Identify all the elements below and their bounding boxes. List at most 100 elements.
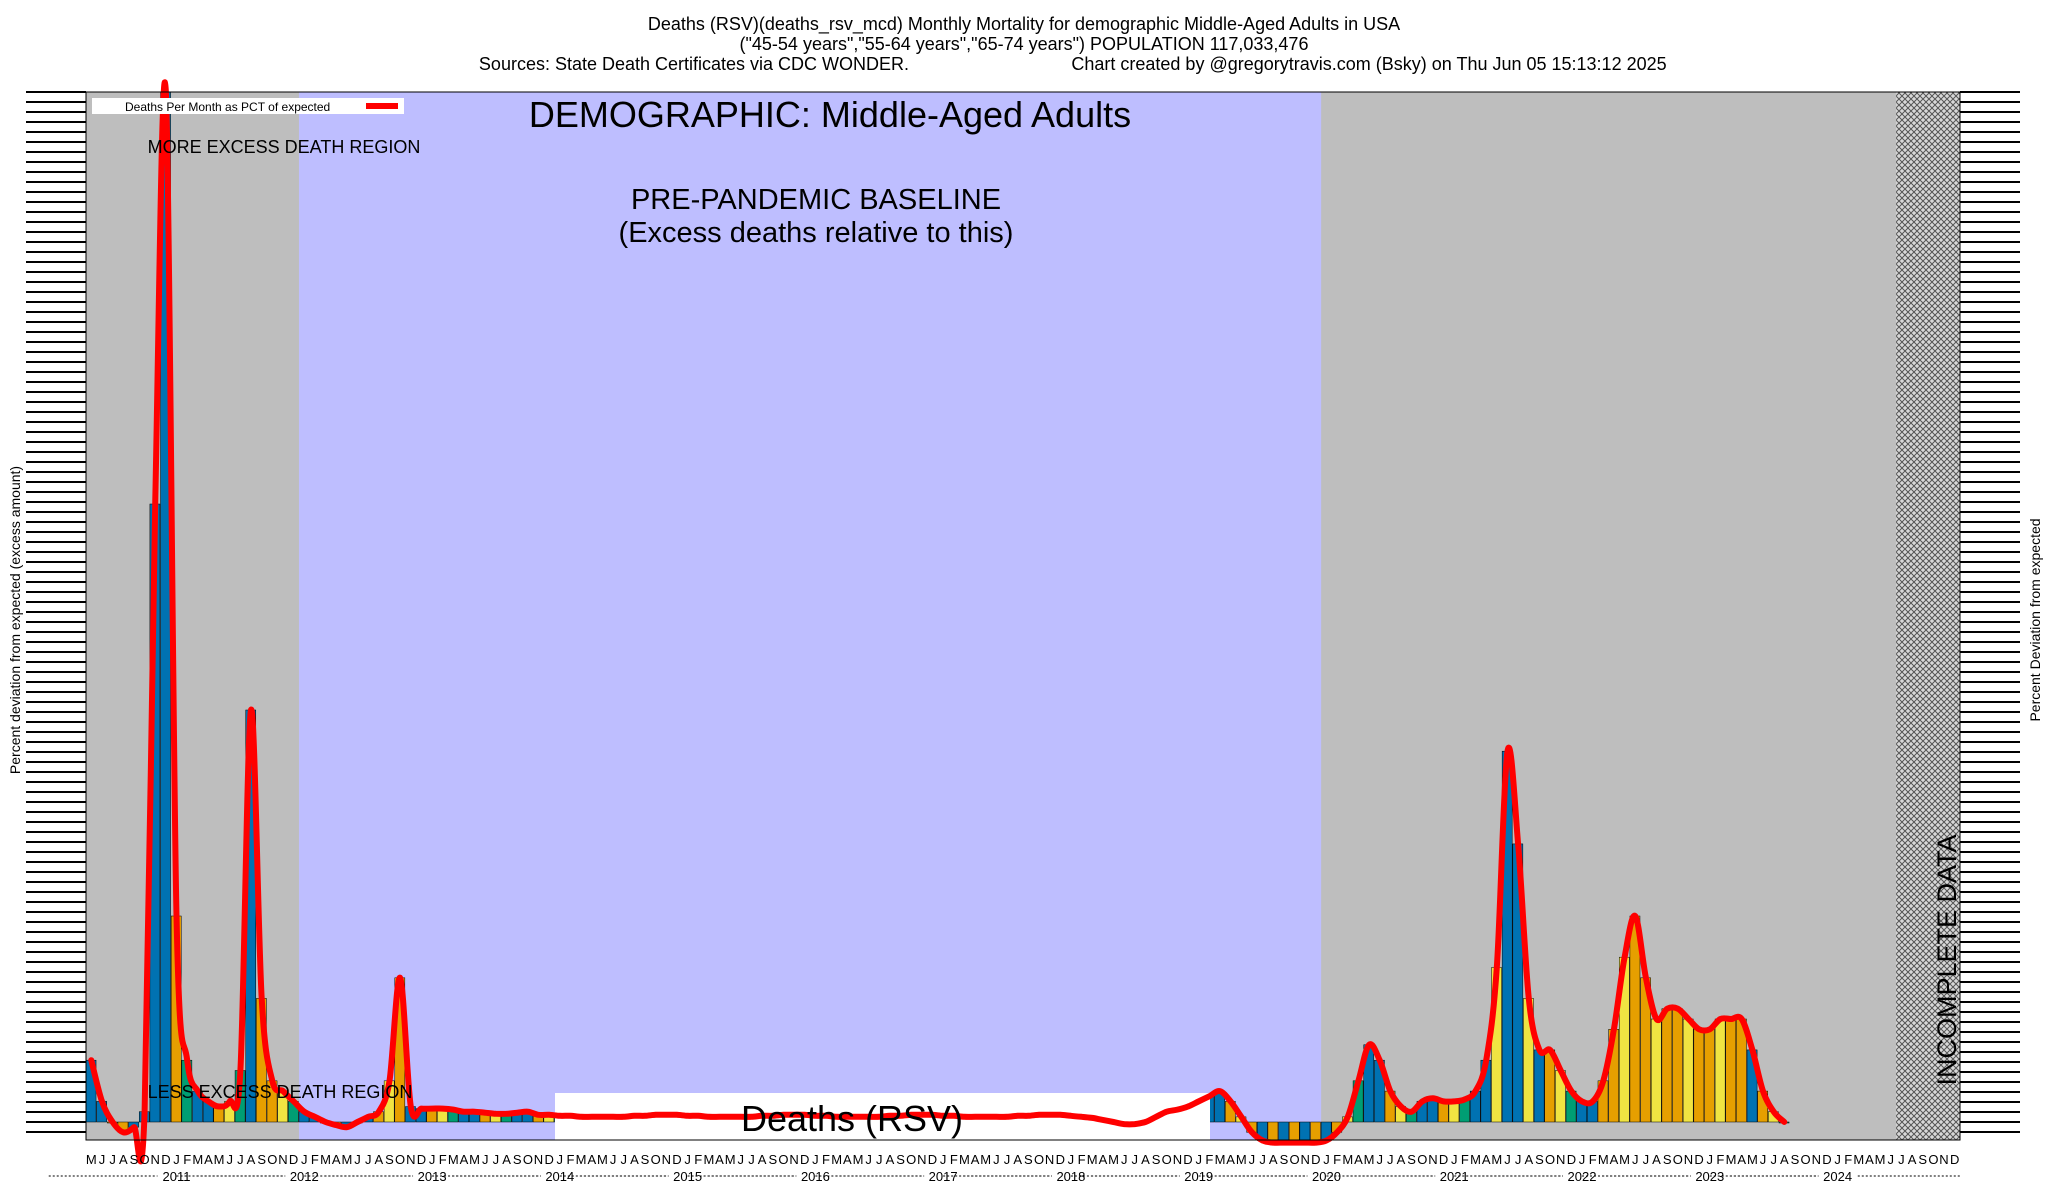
x-year-label: 2011 bbox=[163, 1169, 191, 1184]
x-month-label: M bbox=[1342, 1152, 1353, 1167]
x-month-label: J bbox=[237, 1152, 244, 1167]
x-month-label: J bbox=[1898, 1152, 1905, 1167]
x-month-label: J bbox=[1249, 1152, 1256, 1167]
x-month-label: J bbox=[876, 1152, 883, 1167]
x-month-label: D bbox=[1056, 1152, 1065, 1167]
x-month-label: A bbox=[1524, 1152, 1533, 1167]
x-month-label: N bbox=[1684, 1152, 1693, 1167]
x-month-label: A bbox=[1652, 1152, 1661, 1167]
bar bbox=[1714, 1018, 1726, 1123]
bar bbox=[1533, 1049, 1545, 1123]
demographic-title: DEMOGRAPHIC: Middle-Aged Adults bbox=[529, 94, 1131, 135]
x-month-label: A bbox=[1482, 1152, 1491, 1167]
x-month-label: M bbox=[86, 1152, 97, 1167]
bar bbox=[1693, 1029, 1705, 1123]
x-month-label: O bbox=[1417, 1152, 1427, 1167]
x-month-label: J bbox=[1760, 1152, 1767, 1167]
x-axis-year-labels: 2011 2012 2013 2014 2015 2016 2017 2018 2019 2020… bbox=[48, 1169, 1960, 1184]
bar bbox=[1650, 1018, 1662, 1123]
x-month-label: J bbox=[99, 1152, 106, 1167]
legend-label: Deaths Per Month as PCT of expected bbox=[125, 100, 330, 114]
x-month-label: N bbox=[1301, 1152, 1310, 1167]
x-month-label: S bbox=[257, 1152, 266, 1167]
x-month-label: A bbox=[1908, 1152, 1917, 1167]
x-year-label: 2024 bbox=[1823, 1169, 1852, 1184]
x-month-label: A bbox=[587, 1152, 596, 1167]
baseline-label-1: PRE-PANDEMIC BASELINE bbox=[631, 184, 1001, 216]
x-month-label: A bbox=[715, 1152, 724, 1167]
x-month-label: A bbox=[1780, 1152, 1789, 1167]
x-month-label: D bbox=[1311, 1152, 1320, 1167]
x-month-label: M bbox=[1726, 1152, 1737, 1167]
x-month-label: M bbox=[831, 1152, 842, 1167]
x-month-label: F bbox=[1078, 1152, 1086, 1167]
x-month-label: N bbox=[1812, 1152, 1821, 1167]
x-month-label: F bbox=[439, 1152, 447, 1167]
left-axis-ticks bbox=[26, 91, 86, 1133]
x-year-label: 2022 bbox=[1568, 1169, 1597, 1184]
x-month-label: O bbox=[651, 1152, 661, 1167]
x-month-label: J bbox=[748, 1152, 755, 1167]
x-month-label: F bbox=[950, 1152, 958, 1167]
x-month-label: J bbox=[993, 1152, 1000, 1167]
x-month-label: S bbox=[130, 1152, 139, 1167]
x-month-label: F bbox=[694, 1152, 702, 1167]
x-month-label: J bbox=[1121, 1152, 1128, 1167]
x-month-label: A bbox=[374, 1152, 383, 1167]
x-month-label: M bbox=[469, 1152, 480, 1167]
x-month-label: J bbox=[1387, 1152, 1394, 1167]
right-axis-ticks bbox=[1960, 91, 2020, 1133]
x-month-label: J bbox=[1770, 1152, 1777, 1167]
x-month-label: S bbox=[513, 1152, 522, 1167]
x-month-label: N bbox=[1939, 1152, 1948, 1167]
legend-box bbox=[92, 98, 404, 114]
bar bbox=[1672, 1008, 1683, 1123]
x-month-label: M bbox=[1619, 1152, 1630, 1167]
x-month-label: D bbox=[1694, 1152, 1703, 1167]
x-month-label: D bbox=[1567, 1152, 1576, 1167]
x-month-label: O bbox=[1801, 1152, 1811, 1167]
bar bbox=[1661, 1008, 1673, 1123]
x-month-label: A bbox=[1013, 1152, 1022, 1167]
x-month-label: M bbox=[1087, 1152, 1098, 1167]
x-year-label: 2014 bbox=[545, 1169, 574, 1184]
chart-subtitle: Deaths (RSV) bbox=[741, 1098, 963, 1139]
x-month-label: A bbox=[204, 1152, 213, 1167]
x-month-label: F bbox=[311, 1152, 319, 1167]
x-month-label: A bbox=[1269, 1152, 1278, 1167]
x-month-label: J bbox=[173, 1152, 180, 1167]
x-month-label: J bbox=[940, 1152, 947, 1167]
x-month-label: S bbox=[1663, 1152, 1672, 1167]
x-month-label: O bbox=[1162, 1152, 1172, 1167]
y-axis-label-right: Percent Deviation from expected bbox=[2027, 518, 2043, 721]
x-month-label: M bbox=[1470, 1152, 1481, 1167]
x-month-label: O bbox=[267, 1152, 277, 1167]
x-month-label: M bbox=[341, 1152, 352, 1167]
x-month-label: M bbox=[1875, 1152, 1886, 1167]
x-month-label: J bbox=[1504, 1152, 1511, 1167]
x-month-label: A bbox=[1354, 1152, 1363, 1167]
bar bbox=[1682, 1018, 1694, 1123]
x-month-label: M bbox=[1364, 1152, 1375, 1167]
x-month-label: J bbox=[1888, 1152, 1895, 1167]
x-month-label: S bbox=[1791, 1152, 1800, 1167]
baseline-region bbox=[298, 92, 1322, 1140]
x-month-label: A bbox=[119, 1152, 128, 1167]
x-month-label: J bbox=[1515, 1152, 1522, 1167]
x-month-label: D bbox=[545, 1152, 554, 1167]
x-month-label: N bbox=[278, 1152, 287, 1167]
trend-line bbox=[88, 79, 1788, 1165]
x-month-label: N bbox=[1173, 1152, 1182, 1167]
less-excess-label: LESS EXCESS DEATH REGION bbox=[148, 1082, 413, 1102]
x-month-label: J bbox=[429, 1152, 436, 1167]
x-month-label: A bbox=[1610, 1152, 1619, 1167]
x-month-label: J bbox=[1259, 1152, 1266, 1167]
x-month-label: N bbox=[151, 1152, 160, 1167]
x-month-label: D bbox=[161, 1152, 170, 1167]
x-month-label: N bbox=[917, 1152, 926, 1167]
x-month-label: M bbox=[448, 1152, 459, 1167]
x-month-label: F bbox=[1333, 1152, 1341, 1167]
x-month-label: A bbox=[843, 1152, 852, 1167]
x-month-label: J bbox=[1376, 1152, 1383, 1167]
